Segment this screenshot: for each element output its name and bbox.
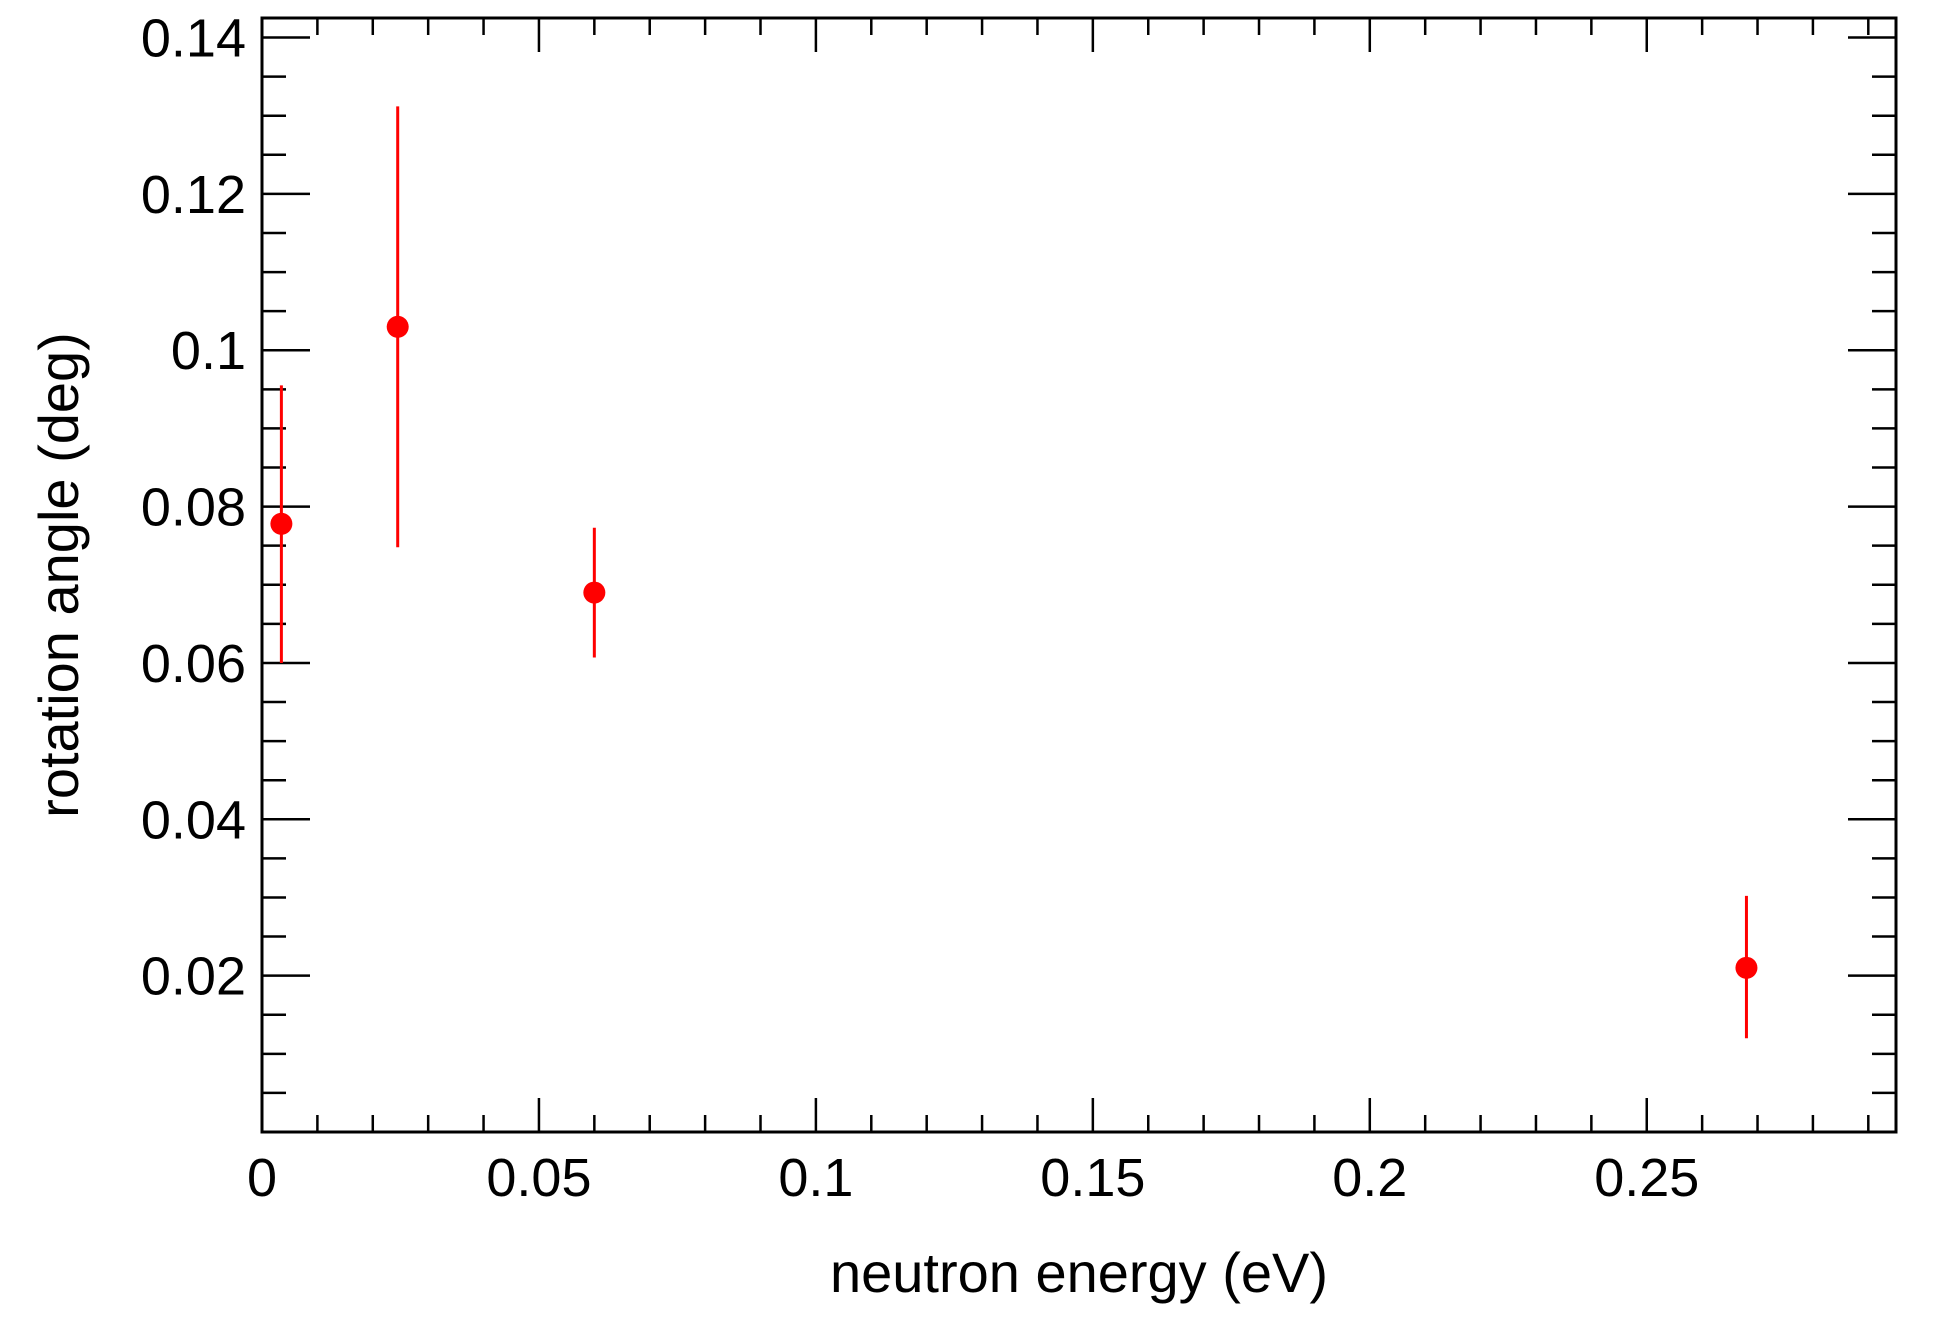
y-tick-label: 0.04 xyxy=(141,790,246,850)
x-tick-label: 0.15 xyxy=(1040,1148,1145,1208)
y-axis-title: rotation angle (deg) xyxy=(27,332,90,818)
x-tick-label: 0.2 xyxy=(1332,1148,1407,1208)
y-tick-label: 0.06 xyxy=(141,634,246,694)
x-tick-label: 0.1 xyxy=(778,1148,853,1208)
data-points xyxy=(270,106,1758,1039)
x-axis-ticks xyxy=(260,18,1870,1132)
y-tick-label: 0.02 xyxy=(141,947,246,1007)
x-tick-label: 0.25 xyxy=(1594,1148,1699,1208)
y-axis-tick-labels: 0.02 0.04 0.06 0.08 0.1 0.12 0.14 xyxy=(141,9,246,1007)
data-point xyxy=(583,581,606,604)
y-axis-ticks xyxy=(262,36,1896,1134)
y-tick-label: 0.1 xyxy=(171,321,246,381)
data-point xyxy=(270,512,293,535)
x-axis-tick-labels: 0 0.05 0.1 0.15 0.2 0.25 xyxy=(247,1148,1699,1208)
x-tick-label: 0.05 xyxy=(486,1148,591,1208)
plot-frame xyxy=(260,16,1898,1134)
x-tick-label: 0 xyxy=(247,1148,277,1208)
y-tick-label: 0.12 xyxy=(141,165,246,225)
y-tick-label: 0.08 xyxy=(141,478,246,538)
data-point xyxy=(386,315,409,338)
y-tick-label: 0.14 xyxy=(141,9,246,69)
x-axis-title: neutron energy (eV) xyxy=(830,1241,1328,1304)
data-point xyxy=(1735,956,1758,979)
